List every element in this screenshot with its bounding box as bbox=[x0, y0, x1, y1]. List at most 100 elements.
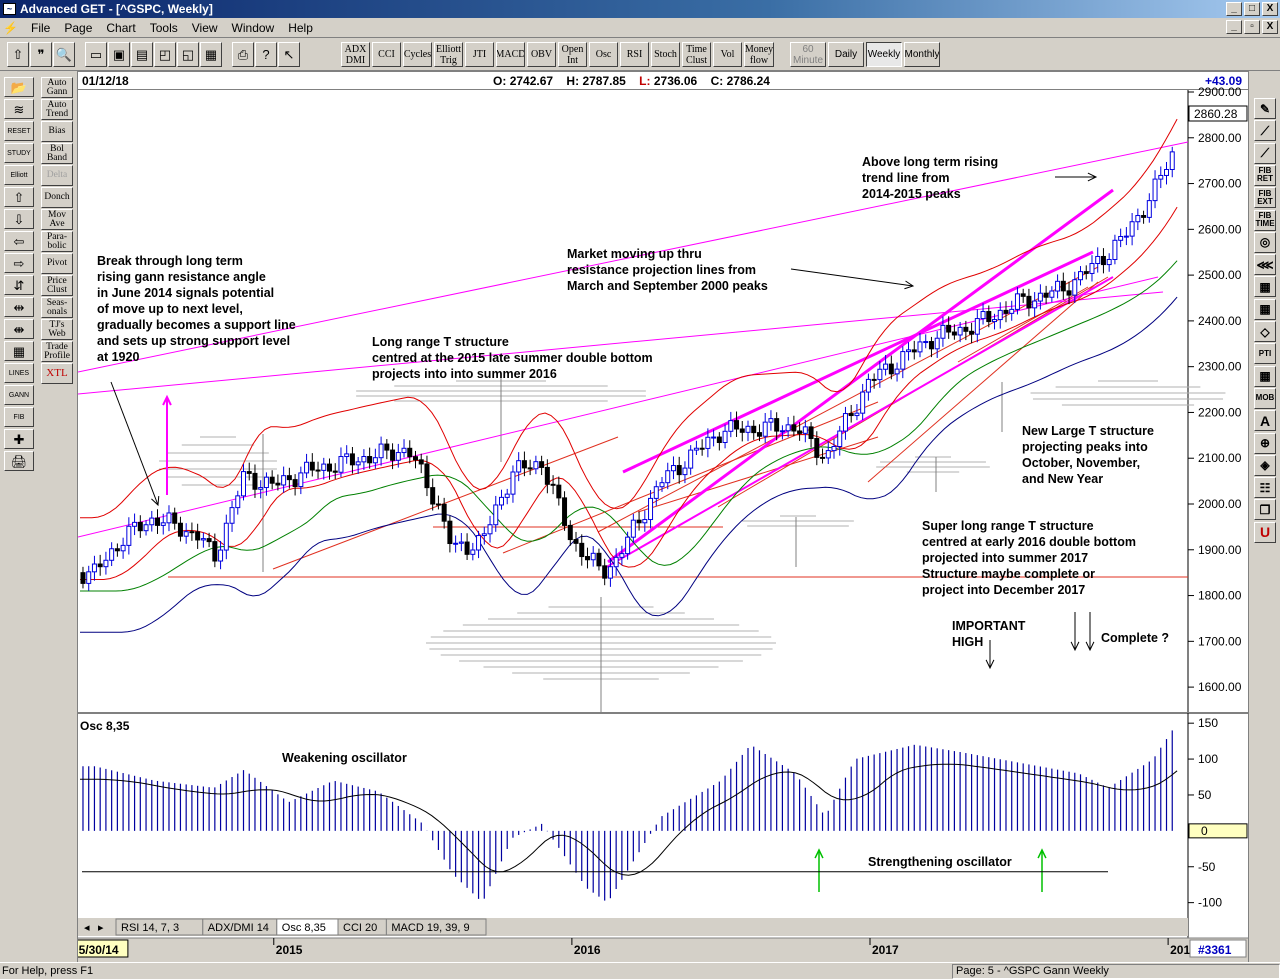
tool-exp-button[interactable]: ⇹ bbox=[4, 297, 34, 317]
tool-right-button[interactable]: ⇨ bbox=[4, 253, 34, 273]
menu-page[interactable]: Page bbox=[64, 21, 93, 35]
indicator-seas-onals-button[interactable]: Seas-onals bbox=[41, 297, 73, 318]
menu-tools[interactable]: Tools bbox=[149, 21, 178, 35]
study-rsi-button[interactable]: RSI bbox=[620, 42, 649, 67]
maximize-button[interactable]: □ bbox=[1244, 2, 1260, 16]
study-time-clust-button[interactable]: Time Clust bbox=[682, 42, 711, 67]
menu-help[interactable]: Help bbox=[288, 21, 313, 35]
study-macd-button[interactable]: MACD bbox=[496, 42, 525, 67]
tab-scroll-right-icon[interactable]: ▸ bbox=[98, 922, 104, 934]
indicator-auto-trend-button[interactable]: Auto Trend bbox=[41, 99, 73, 120]
study-stoch-button[interactable]: Stoch bbox=[651, 42, 680, 67]
chart-canvas[interactable]: 2900.00 2800.00 2700.00 2600.00 2500.00 2400.… bbox=[78, 72, 1250, 963]
tool-open-button[interactable]: 📂 bbox=[4, 77, 34, 97]
tool-gann-button[interactable]: GANN bbox=[4, 385, 34, 405]
study-osc-button[interactable]: Osc bbox=[589, 42, 618, 67]
period-monthly-button[interactable]: Monthly bbox=[904, 42, 940, 67]
tool-cmp-button[interactable]: ⇼ bbox=[4, 319, 34, 339]
right-tool-line-button[interactable]: ⟋ bbox=[1254, 120, 1276, 142]
indicator-bias-button[interactable]: Bias bbox=[41, 121, 73, 142]
tool-templ-button[interactable]: ≋ bbox=[4, 99, 34, 119]
mdi-close-button[interactable]: X bbox=[1262, 20, 1278, 34]
context-help-icon[interactable]: ↖ bbox=[278, 42, 300, 67]
right-tool-mob-button[interactable]: MOB bbox=[1254, 387, 1276, 409]
study-jti-button[interactable]: JTI bbox=[465, 42, 494, 67]
chart-doc-icon[interactable]: ⚡ bbox=[3, 21, 18, 35]
tool-up-button[interactable]: ⇧ bbox=[4, 187, 34, 207]
study-money-flow-button[interactable]: Money flow bbox=[744, 42, 774, 67]
right-tool-fib-ret-button[interactable]: FIB RET bbox=[1254, 164, 1276, 186]
mdi-restore-button[interactable]: ▫ bbox=[1244, 20, 1260, 34]
pointer-icon[interactable]: ⇧ bbox=[7, 42, 29, 67]
open-icon[interactable]: ◰ bbox=[154, 42, 176, 67]
right-tool-pti-button[interactable]: PTI bbox=[1254, 343, 1276, 365]
indicator-xtl-button[interactable]: XTL bbox=[41, 363, 73, 384]
right-tool-copy-button[interactable]: ❐ bbox=[1254, 499, 1276, 521]
menu-file[interactable]: File bbox=[31, 21, 51, 35]
tool-print-button[interactable]: 🖨 bbox=[4, 451, 34, 471]
indicator-trade-profile-button[interactable]: Trade Profile bbox=[41, 341, 73, 362]
new-page-icon[interactable]: ▭ bbox=[85, 42, 107, 67]
indicator-delta-button[interactable]: Delta bbox=[41, 165, 73, 186]
indicator-price-clust-button[interactable]: Price Clust bbox=[41, 275, 73, 296]
right-tool-u-button[interactable]: U bbox=[1254, 521, 1276, 543]
right-tool-fill-button[interactable]: ◈ bbox=[1254, 454, 1276, 476]
indicator-auto-gann-button[interactable]: Auto Gann bbox=[41, 77, 73, 98]
tool-scale-button[interactable]: ⇵ bbox=[4, 275, 34, 295]
period-daily-button[interactable]: Daily bbox=[828, 42, 864, 67]
tab-scroll-left-icon[interactable]: ◂ bbox=[84, 922, 90, 934]
right-tool-list-button[interactable]: ☷ bbox=[1254, 477, 1276, 499]
zoom-icon[interactable]: 🔍 bbox=[53, 42, 75, 67]
tool-down-button[interactable]: ⇩ bbox=[4, 209, 34, 229]
study-open-int-button[interactable]: Open Int bbox=[558, 42, 587, 67]
tool-study-button[interactable]: STUDY bbox=[4, 143, 34, 163]
tool-fib-button[interactable]: FIB bbox=[4, 407, 34, 427]
right-tool-line-button[interactable]: ⟋ bbox=[1254, 142, 1276, 164]
indicator-para-bolic-button[interactable]: Para-bolic bbox=[41, 231, 73, 252]
indicator-bol-band-button[interactable]: Bol Band bbox=[41, 143, 73, 164]
right-tool-fan-button[interactable]: ⋘ bbox=[1254, 254, 1276, 276]
study-elliott-trig-button[interactable]: Elliott Trig bbox=[434, 42, 463, 67]
tool-lines-button[interactable]: LINES bbox=[4, 363, 34, 383]
menu-view[interactable]: View bbox=[191, 21, 218, 35]
indicator-mov-ave-button[interactable]: Mov Ave bbox=[41, 209, 73, 230]
help-icon[interactable]: ? bbox=[255, 42, 277, 67]
right-tool-grid-button[interactable]: ▦ bbox=[1254, 276, 1276, 298]
right-tool-zoom-button[interactable]: ⊕ bbox=[1254, 432, 1276, 454]
tab-macd-19-39-9[interactable] bbox=[385, 918, 487, 936]
study-adx-dmi-button[interactable]: ADX DMI bbox=[341, 42, 370, 67]
study-obv-button[interactable]: OBV bbox=[527, 42, 556, 67]
study-cycles-button[interactable]: Cycles bbox=[403, 42, 432, 67]
tool-elliott-button[interactable]: Elliott bbox=[4, 165, 34, 185]
right-tool-shape-button[interactable]: ◇ bbox=[1254, 321, 1276, 342]
minimize-button[interactable]: _ bbox=[1226, 2, 1242, 16]
save-icon[interactable]: ▤ bbox=[131, 42, 153, 67]
tool-left-button[interactable]: ⇦ bbox=[4, 231, 34, 251]
menu-window[interactable]: Window bbox=[231, 21, 275, 35]
right-tool-grid-button[interactable]: ▦ bbox=[1254, 365, 1276, 387]
copy-icon[interactable]: ▣ bbox=[108, 42, 130, 67]
indicator-donch-button[interactable]: Donch bbox=[41, 187, 73, 208]
tool-reset-button[interactable]: RESET bbox=[4, 121, 34, 141]
mdi-minimize-button[interactable]: _ bbox=[1226, 20, 1242, 34]
close-button[interactable]: X bbox=[1262, 2, 1278, 16]
right-tool-a-button[interactable]: A bbox=[1254, 410, 1276, 432]
tool-fit-button[interactable]: ▦ bbox=[4, 341, 34, 361]
quote-icon[interactable]: ❞ bbox=[30, 42, 52, 67]
right-tool-fib-ext-button[interactable]: FIB EXT bbox=[1254, 187, 1276, 209]
paste-icon[interactable]: ◱ bbox=[177, 42, 199, 67]
study-cci-button[interactable]: CCI bbox=[372, 42, 401, 67]
right-tool-fib-time-button[interactable]: FIB TIME bbox=[1254, 209, 1276, 231]
right-tool-grid-button[interactable]: ▦ bbox=[1254, 298, 1276, 320]
menu-chart[interactable]: Chart bbox=[106, 21, 136, 35]
right-tool-circle-button[interactable]: ◎ bbox=[1254, 231, 1276, 253]
table-icon[interactable]: ▦ bbox=[200, 42, 222, 67]
right-tool-pencil-button[interactable]: ✎ bbox=[1254, 98, 1276, 119]
tool-cross-button[interactable]: ✚ bbox=[4, 429, 34, 449]
study-vol-button[interactable]: Vol bbox=[713, 42, 742, 67]
period-weekly-button[interactable]: Weekly bbox=[866, 42, 902, 67]
period-60-minute-button[interactable]: 60 Minute bbox=[790, 42, 826, 67]
indicator-pivot-button[interactable]: Pivot bbox=[41, 253, 73, 274]
print-icon[interactable]: ⎙ bbox=[232, 42, 254, 67]
indicator-tj-s-web-button[interactable]: TJ's Web bbox=[41, 319, 73, 340]
